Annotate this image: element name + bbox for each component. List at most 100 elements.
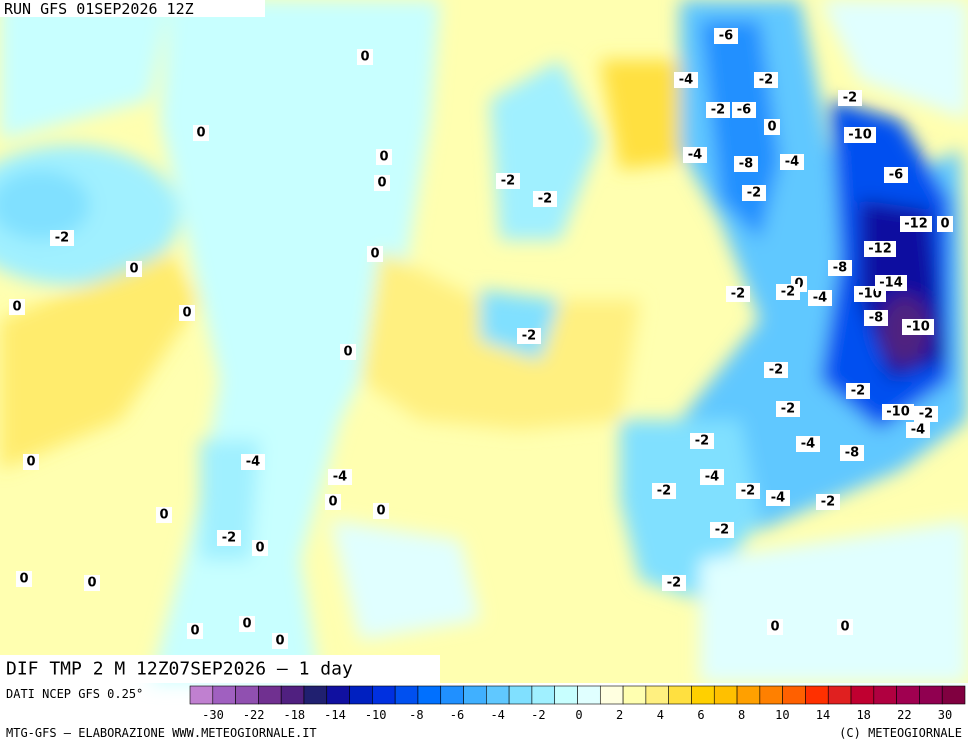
contour-label: -10 — [886, 405, 910, 420]
legend-tick: -30 — [202, 708, 224, 722]
legend-swatch — [827, 685, 852, 705]
legend-swatch — [394, 685, 419, 705]
contour-label: 0 — [328, 495, 337, 510]
contour-label: -6 — [737, 103, 751, 118]
contour-label: 0 — [255, 541, 264, 556]
contour-label: 0 — [377, 176, 386, 191]
contour-label: -2 — [711, 103, 725, 118]
label-bg — [241, 454, 265, 470]
label-bg — [252, 540, 268, 556]
legend-tick: -4 — [490, 708, 504, 722]
legend-swatch — [668, 685, 692, 705]
contour-label: -2 — [657, 484, 671, 499]
legend-swatch — [372, 685, 396, 705]
legend-swatch — [440, 685, 464, 705]
label-bg — [179, 305, 195, 321]
contour-label: -2 — [843, 91, 857, 106]
legend-swatch — [896, 685, 920, 705]
legend-tick: -10 — [365, 708, 387, 722]
legend-swatch — [577, 685, 601, 705]
label-bg — [187, 623, 203, 639]
label-bg — [906, 422, 930, 438]
contour-label: -2 — [759, 73, 773, 88]
contour-label: 0 — [343, 345, 352, 360]
label-bg — [683, 147, 707, 163]
label-bg — [156, 507, 172, 523]
contour-label: -8 — [833, 261, 847, 276]
contour-label: -2 — [769, 363, 783, 378]
legend-swatch — [463, 685, 487, 705]
label-bg — [828, 260, 852, 276]
label-bg — [16, 571, 32, 587]
contour-label: -2 — [715, 523, 729, 538]
legend-swatch — [919, 685, 943, 705]
label-bg — [734, 156, 758, 172]
contour-label: 0 — [376, 504, 385, 519]
legend-swatch — [736, 685, 761, 705]
contour-label: -4 — [911, 423, 925, 438]
contour-label: -12 — [904, 217, 928, 232]
label-bg — [780, 154, 804, 170]
legend-tick: -8 — [409, 708, 423, 722]
contour-label: -4 — [813, 291, 827, 306]
contour-label: -2 — [821, 495, 835, 510]
label-bg — [690, 433, 714, 449]
contour-label: -12 — [868, 242, 892, 257]
contour-label: -6 — [889, 168, 903, 183]
contour-label: 0 — [940, 217, 949, 232]
legend-tick: -14 — [324, 708, 346, 722]
map — [0, 0, 968, 683]
label-bg — [50, 230, 74, 246]
label-bg — [838, 90, 862, 106]
legend-swatch — [212, 685, 236, 705]
label-bg — [374, 175, 390, 191]
label-bg — [357, 49, 373, 65]
legend-tick: 0 — [575, 708, 582, 722]
legend-swatch — [258, 685, 282, 705]
label-bg — [766, 490, 790, 506]
label-bg — [882, 404, 914, 420]
legend-swatch — [508, 685, 533, 705]
label-bg — [272, 633, 288, 649]
legend-tick: 4 — [657, 708, 664, 722]
contour-label: -4 — [333, 470, 347, 485]
label-bg — [84, 575, 100, 591]
label-bg — [23, 454, 39, 470]
label-bg — [674, 72, 698, 88]
contour-label: 0 — [182, 306, 191, 321]
label-bg — [844, 127, 876, 143]
contour-label: 0 — [840, 620, 849, 635]
contour-label: -2 — [55, 231, 69, 246]
contour-label: -4 — [679, 73, 693, 88]
contour-label: 0 — [379, 150, 388, 165]
contour-label: 0 — [770, 620, 779, 635]
contour-label: 0 — [767, 120, 776, 135]
label-bg — [875, 275, 907, 291]
contour-label: -2 — [919, 407, 933, 422]
contour-label: 0 — [87, 576, 96, 591]
label-bg — [710, 522, 734, 538]
legend-swatch — [280, 685, 305, 705]
copyright: (C) METEOGIORNALE — [839, 726, 962, 740]
legend-tick: 8 — [738, 708, 745, 722]
legend-swatch — [486, 685, 510, 705]
contour-label: -14 — [879, 276, 903, 291]
label-bg — [914, 406, 938, 422]
label-bg — [714, 28, 738, 44]
contour-label: -2 — [781, 402, 795, 417]
legend-swatch — [691, 685, 715, 705]
legend-swatch — [941, 685, 966, 705]
contour-labels: 000000000000000000000000-2-2-2-2-2-2-2-2… — [9, 28, 953, 649]
legend-swatch — [349, 685, 373, 705]
legend-tick: 6 — [697, 708, 704, 722]
run-box — [0, 0, 265, 17]
legend-swatch — [759, 685, 783, 705]
label-bg — [732, 102, 756, 118]
legend-tick: -2 — [531, 708, 545, 722]
contour-label: -8 — [739, 157, 753, 172]
label-bg — [706, 102, 730, 118]
contour-label: 0 — [190, 624, 199, 639]
contour-label: -2 — [522, 329, 536, 344]
contour-label: 0 — [12, 300, 21, 315]
label-bg — [764, 362, 788, 378]
